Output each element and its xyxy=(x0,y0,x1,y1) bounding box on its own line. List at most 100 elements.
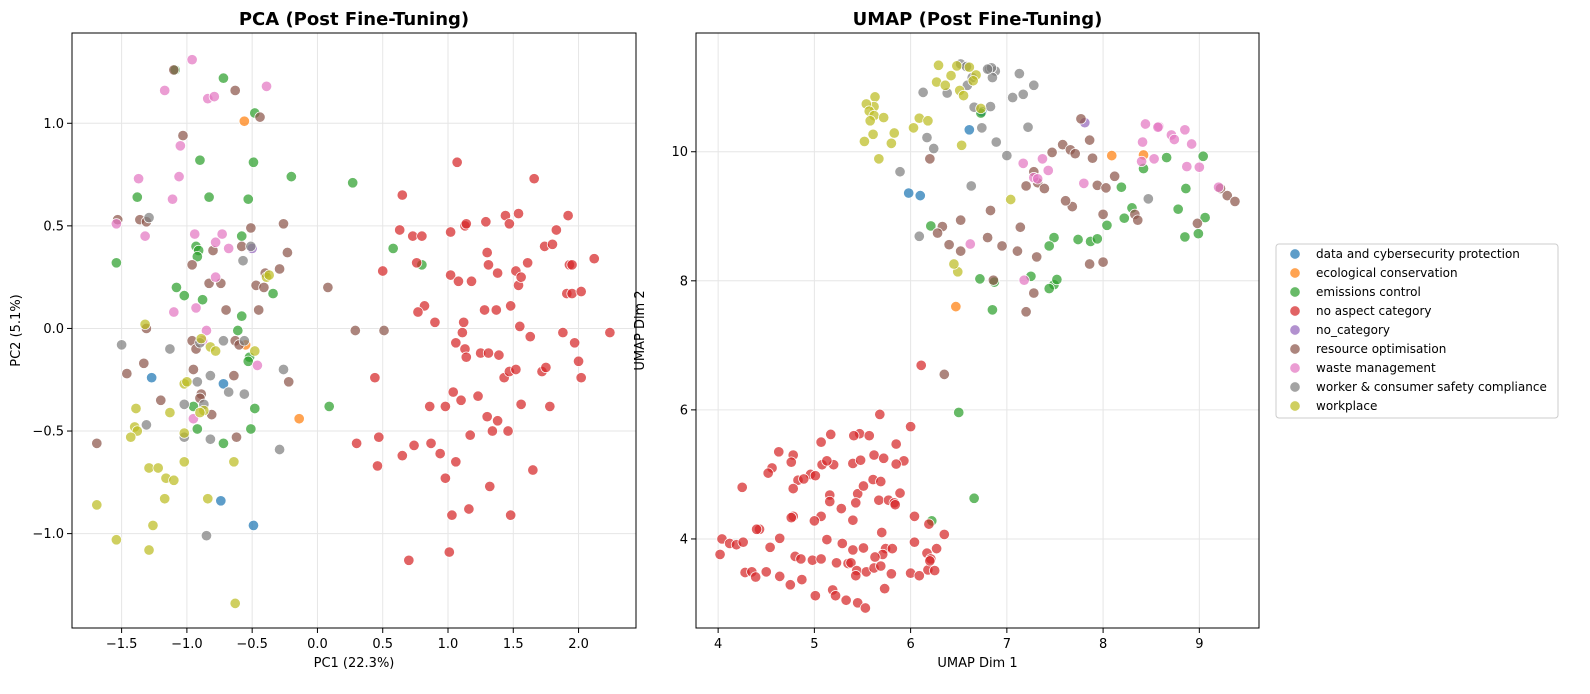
umap-point xyxy=(798,473,810,485)
pca-point xyxy=(195,333,207,345)
pca-point xyxy=(228,456,240,468)
pca-point xyxy=(133,173,145,185)
umap-point xyxy=(858,135,870,147)
pca-point xyxy=(285,171,297,183)
umap-point xyxy=(894,487,906,499)
umap-grid xyxy=(696,33,1259,628)
pca-point xyxy=(242,193,254,205)
umap-point xyxy=(917,86,929,98)
pca-point xyxy=(245,240,257,252)
pca-point xyxy=(277,363,290,376)
umap-point xyxy=(963,61,975,73)
pca-point xyxy=(371,460,384,472)
umap-point xyxy=(905,421,917,433)
umap-point xyxy=(915,359,927,371)
legend-box xyxy=(1275,243,1559,419)
umap-point xyxy=(1097,256,1109,268)
umap-point xyxy=(774,570,786,582)
umap-point xyxy=(1148,153,1160,165)
umap-point xyxy=(855,454,867,466)
pca-point xyxy=(173,171,185,183)
umap-point xyxy=(1078,177,1090,189)
pca-point xyxy=(434,448,446,460)
pca-point xyxy=(140,419,152,431)
umap-point xyxy=(874,408,886,420)
umap-point xyxy=(1072,233,1084,246)
legend-marker xyxy=(1289,267,1301,279)
pca-point xyxy=(194,154,206,166)
pca-point xyxy=(569,337,581,349)
pca-point xyxy=(512,208,525,220)
umap-y-tick-label: 10 xyxy=(671,145,688,160)
pca-point xyxy=(174,140,186,152)
pca-point xyxy=(110,534,122,546)
legend-label: worker & consumer safety compliance xyxy=(1316,380,1547,394)
umap-point xyxy=(867,128,879,140)
pca-point xyxy=(424,400,436,412)
umap-point xyxy=(1051,273,1063,286)
umap-point xyxy=(1075,113,1087,125)
umap-point xyxy=(1031,251,1043,263)
umap-point xyxy=(938,368,950,380)
pca-point xyxy=(217,378,229,390)
pca-point xyxy=(481,246,493,259)
pca-point xyxy=(178,427,190,439)
pca-point xyxy=(411,257,423,269)
pca-point xyxy=(445,226,457,238)
pca-point xyxy=(463,503,475,515)
pca-point xyxy=(232,324,244,337)
umap-point xyxy=(938,528,950,540)
umap-point xyxy=(974,273,986,285)
umap-point xyxy=(963,124,975,136)
umap-point xyxy=(957,90,970,102)
legend-marker xyxy=(1289,362,1301,374)
pca-point xyxy=(505,509,517,521)
pca-x-tick-label: 0.0 xyxy=(307,637,328,652)
pca-title: PCA (Post Fine-Tuning) xyxy=(239,9,469,30)
pca-point xyxy=(281,246,293,259)
pca-point xyxy=(238,388,250,400)
pca-y-tick-label: 0.0 xyxy=(43,322,64,337)
umap-point xyxy=(943,239,955,251)
legend-label: waste management xyxy=(1316,361,1436,375)
legend-label: emissions control xyxy=(1316,285,1421,299)
umap-point xyxy=(924,153,936,165)
pca-point xyxy=(445,269,457,281)
umap-x-tick-label: 9 xyxy=(1195,637,1203,652)
pca-point xyxy=(451,156,463,168)
pca-point xyxy=(429,316,441,328)
umap-x-tick-label: 5 xyxy=(810,637,818,652)
pca-point xyxy=(191,251,203,263)
umap-x-axis-label: UMAP Dim 1 xyxy=(937,656,1017,671)
pca-point xyxy=(588,253,600,265)
pca-point xyxy=(347,177,359,189)
umap-point xyxy=(1038,182,1050,195)
umap-point xyxy=(903,187,915,199)
umap-point xyxy=(868,449,880,461)
umap-point xyxy=(1086,152,1099,164)
umap-point xyxy=(908,536,921,548)
umap-point xyxy=(913,230,925,242)
pca-point xyxy=(197,294,209,306)
pca-y-axis-label: PC2 (5.1%) xyxy=(9,294,24,367)
pca-point xyxy=(492,267,504,279)
pca-point xyxy=(439,400,451,412)
legend-marker xyxy=(1289,305,1301,317)
pca-point xyxy=(217,335,229,347)
pca-axes-frame xyxy=(71,32,637,629)
umap-point xyxy=(1193,161,1205,173)
pca-point xyxy=(238,335,250,347)
umap-point xyxy=(932,59,945,71)
pca-point xyxy=(377,265,389,277)
umap-point xyxy=(1017,157,1029,169)
umap-x-tick-label: 6 xyxy=(906,637,914,652)
pca-point xyxy=(373,431,385,443)
umap-point xyxy=(863,430,875,442)
umap-point xyxy=(847,514,859,526)
pca-point xyxy=(146,372,158,384)
pca-point xyxy=(510,363,522,376)
pca-point xyxy=(223,386,235,398)
umap-point xyxy=(945,70,957,82)
pca-point xyxy=(522,257,534,269)
pca-point xyxy=(447,386,459,398)
